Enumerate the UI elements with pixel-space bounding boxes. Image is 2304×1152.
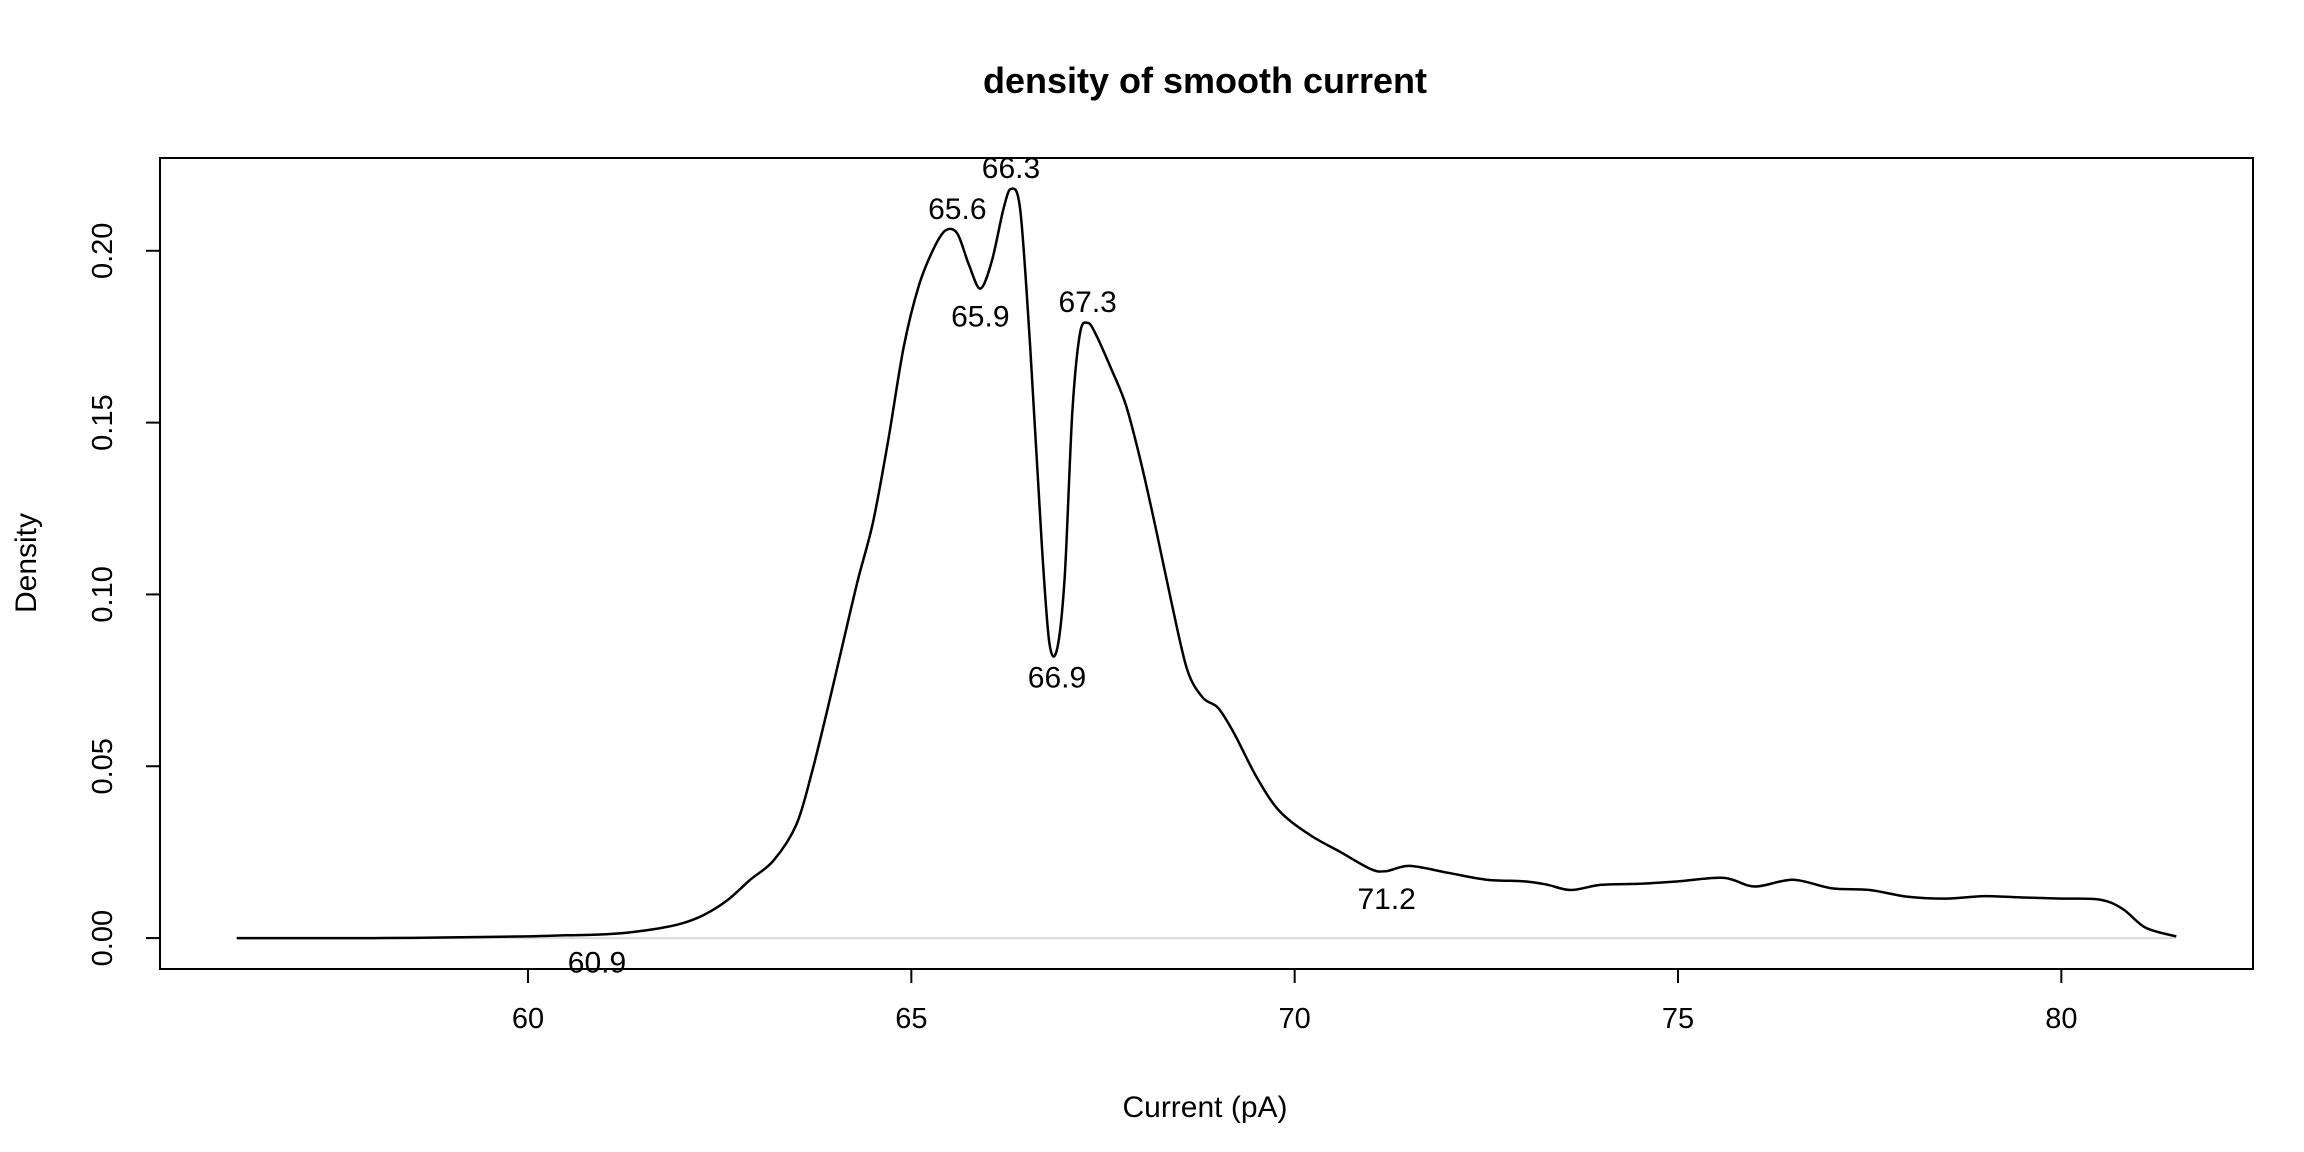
y-tick-label: 0.15 (87, 394, 119, 450)
peak-annotations: 65.6 66.3 65.9 67.3 66.9 71.2 60.9 (568, 152, 1416, 980)
chart-title: density of smooth current (983, 60, 1427, 101)
x-axis-label: Current (pA) (1122, 1091, 1287, 1124)
density-curve (236, 187, 2177, 940)
x-tick-label: 60 (512, 1003, 544, 1035)
y-tick-label: 0.00 (87, 910, 119, 966)
y-tick-label: 0.20 (87, 223, 119, 279)
x-tick-label: 65 (895, 1003, 927, 1035)
x-tick-label: 70 (1279, 1003, 1311, 1035)
y-axis: 0.00 0.05 0.10 0.15 0.20 (87, 223, 161, 966)
peak-label: 71.2 (1357, 883, 1415, 916)
y-tick-label: 0.05 (87, 738, 119, 794)
y-tick-label: 0.10 (87, 566, 119, 622)
plot-frame (159, 157, 2254, 970)
peak-label: 66.9 (1028, 661, 1086, 694)
peak-label: 66.3 (982, 152, 1040, 185)
x-tick-label: 80 (2045, 1003, 2077, 1035)
peak-label: 60.9 (568, 947, 626, 980)
x-tick-label: 75 (1662, 1003, 1694, 1035)
peak-label: 67.3 (1058, 286, 1116, 319)
peak-label: 65.6 (928, 193, 986, 226)
y-axis-label: Density (10, 513, 43, 613)
peak-label: 65.9 (951, 301, 1009, 334)
x-axis: 60 65 70 75 80 (512, 968, 2077, 1035)
